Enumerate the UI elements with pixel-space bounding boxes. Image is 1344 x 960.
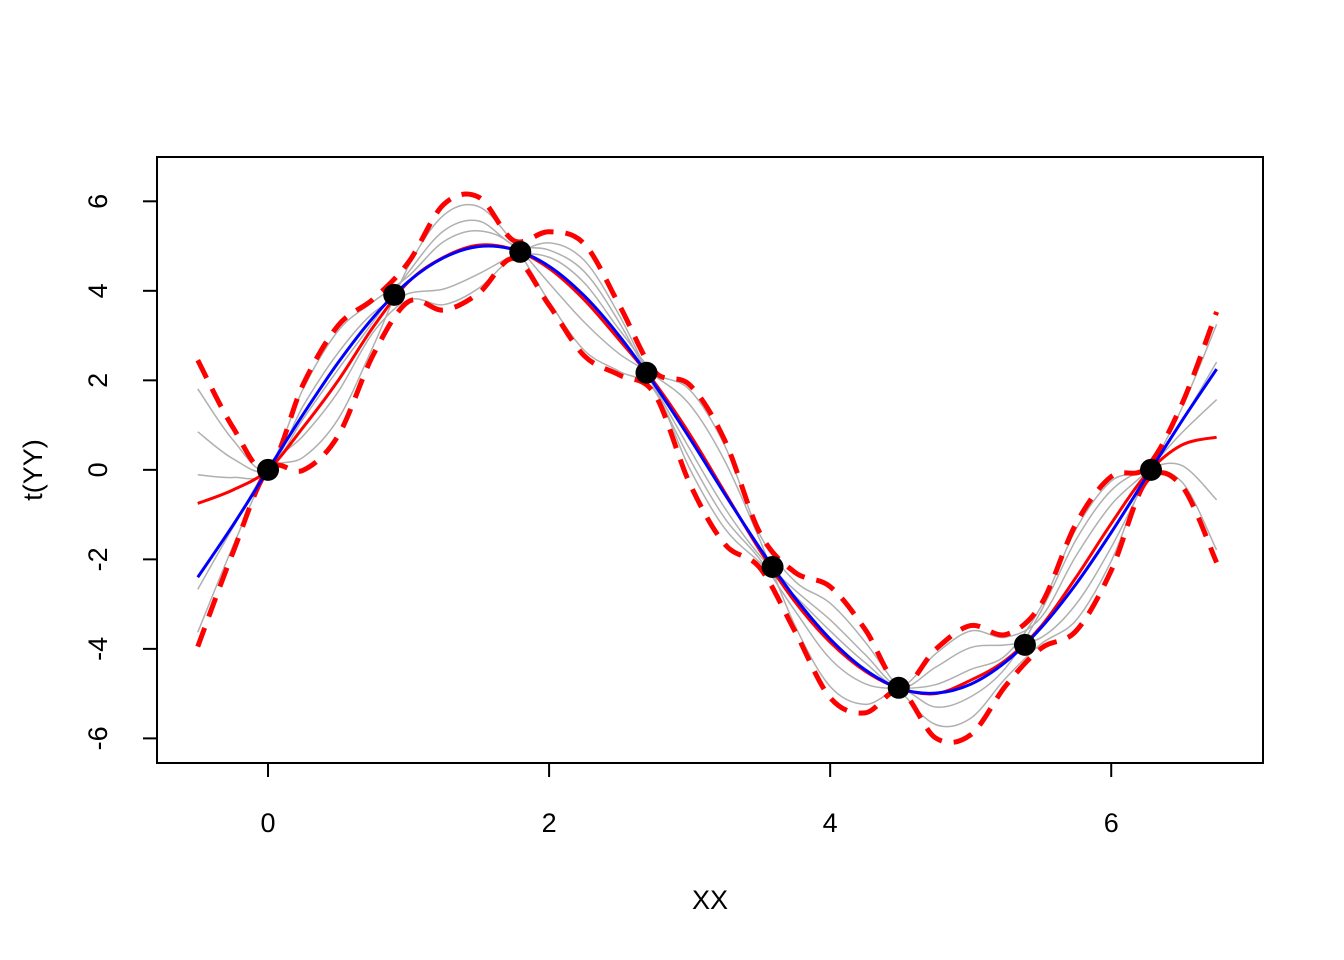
y-axis-title: t(YY)	[18, 439, 48, 501]
y-tick-label: 2	[83, 373, 113, 388]
y-tick-label: -6	[83, 726, 113, 750]
data-point	[257, 458, 280, 481]
band-line	[195, 256, 1219, 745]
y-tick-label: 4	[83, 283, 113, 298]
series-line	[196, 244, 1218, 695]
plot-frame	[156, 156, 1264, 764]
data-point	[1139, 458, 1162, 481]
data-point	[1013, 633, 1036, 656]
y-tick-label: 0	[83, 462, 113, 477]
y-tick-label: -4	[83, 637, 113, 661]
data-point	[761, 555, 784, 578]
x-tick-label: 0	[261, 808, 276, 838]
x-tick-label: 4	[823, 808, 838, 838]
band-line	[195, 191, 1219, 689]
y-tick-label: -2	[83, 547, 113, 571]
series-line	[197, 243, 1217, 696]
series-line	[197, 203, 1218, 708]
x-axis-title: XX	[692, 885, 728, 915]
series-line	[197, 253, 1218, 728]
x-tick-label: 2	[542, 808, 557, 838]
series-line	[197, 242, 1218, 689]
data-point	[509, 240, 532, 263]
x-tick-label: 6	[1104, 808, 1119, 838]
data-point	[887, 676, 910, 699]
y-tick-label: 6	[83, 194, 113, 209]
data-point	[383, 283, 406, 306]
data-point	[635, 361, 658, 384]
